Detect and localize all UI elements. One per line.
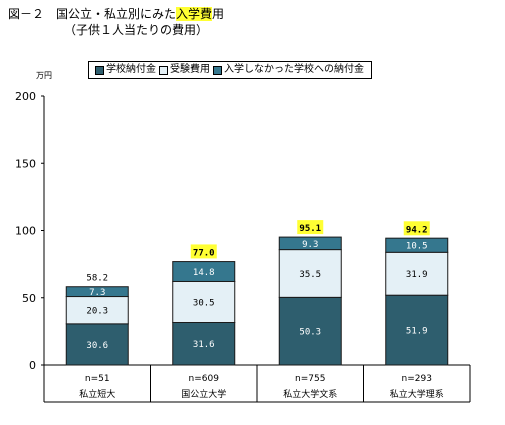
data-label: 51.9 xyxy=(406,327,428,337)
y-tick-label: 0 xyxy=(29,359,36,372)
y-tick-label: 100 xyxy=(15,225,36,238)
legend-item-exam: 受験費用 xyxy=(159,62,210,78)
legend: 学校納付金 受験費用 入学しなかった学校への納付金 xyxy=(88,61,372,79)
data-label: 50.3 xyxy=(299,328,321,338)
total-label: 94.2 xyxy=(406,225,428,235)
legend-label-exam: 受験費用 xyxy=(170,64,210,75)
data-label: 14.8 xyxy=(193,268,215,278)
y-tick-label: 200 xyxy=(15,90,36,103)
legend-swatch-tuition xyxy=(95,65,104,75)
bar-segment xyxy=(65,323,129,366)
bar-segment xyxy=(278,249,342,298)
title-suffix: 用 xyxy=(212,7,225,21)
legend-swatch-unused xyxy=(213,65,222,75)
data-label: 30.5 xyxy=(193,298,215,308)
data-label: 10.5 xyxy=(406,242,428,252)
chart-title: 図－２ 国公立・私立別にみた入学費用 xyxy=(8,6,224,22)
total-label: 77.0 xyxy=(193,248,215,258)
sample-size-label: n=51 xyxy=(85,374,110,384)
sample-size-label: n=293 xyxy=(402,374,432,384)
legend-label-tuition: 学校納付金 xyxy=(106,64,156,75)
y-tick-label: 150 xyxy=(15,157,36,170)
title-highlight: 入学費 xyxy=(176,7,213,21)
data-label: 35.5 xyxy=(299,270,321,280)
category-label: 国公立大学 xyxy=(181,388,226,400)
category-label: 私立短大 xyxy=(79,388,115,400)
total-label: 95.1 xyxy=(299,224,321,234)
category-label: 私立大学文系 xyxy=(283,388,337,400)
data-label: 7.3 xyxy=(89,288,105,298)
data-label: 20.3 xyxy=(86,307,108,317)
data-label: 9.3 xyxy=(302,240,318,250)
legend-swatch-exam xyxy=(159,65,168,75)
legend-label-unused: 入学しなかった学校への納付金 xyxy=(224,64,364,75)
category-label: 私立大学理系 xyxy=(390,388,444,400)
bar-segment xyxy=(172,261,236,282)
bar-segment xyxy=(385,294,449,366)
y-axis-unit: 万円 xyxy=(36,71,52,80)
total-highlight xyxy=(190,244,217,259)
y-tick-label: 50 xyxy=(22,292,36,305)
chart-subtitle: （子供１人当たりの費用） xyxy=(64,23,209,37)
bar-segment xyxy=(385,237,449,253)
bar-segment xyxy=(278,236,342,251)
bar-segment xyxy=(385,251,449,296)
bar-segment xyxy=(172,280,236,323)
legend-item-tuition: 学校納付金 xyxy=(95,62,156,78)
total-label: 58.2 xyxy=(86,274,108,284)
data-label: 30.6 xyxy=(86,341,108,351)
bar-segment xyxy=(278,296,342,366)
total-highlight xyxy=(403,221,430,236)
legend-item-unused: 入学しなかった学校への納付金 xyxy=(213,62,364,78)
bar-segment xyxy=(172,321,236,366)
data-label: 31.6 xyxy=(193,340,215,350)
title-prefix: 図－２ 国公立・私立別にみた xyxy=(8,7,177,21)
bar-segment xyxy=(65,296,129,325)
total-highlight xyxy=(297,220,324,235)
data-label: 31.9 xyxy=(406,270,428,280)
bar-segment xyxy=(65,286,129,298)
sample-size-label: n=609 xyxy=(189,374,220,384)
sample-size-label: n=755 xyxy=(295,374,325,384)
